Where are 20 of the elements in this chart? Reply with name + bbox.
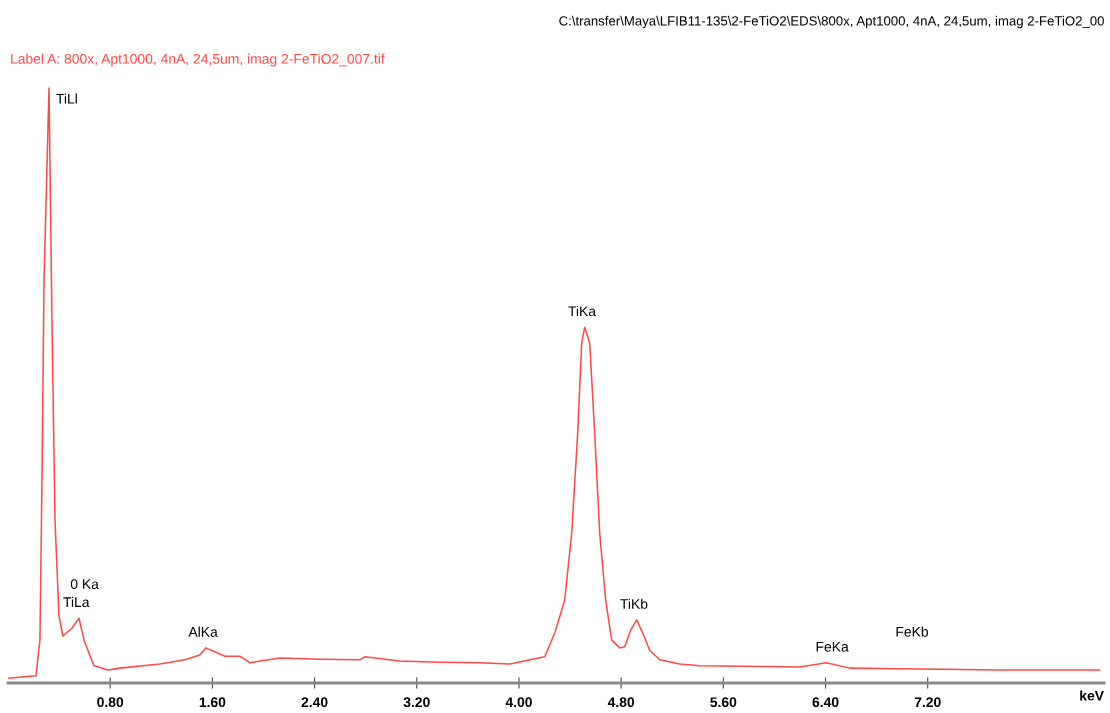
x-tick-label: 5.60	[710, 697, 737, 708]
annotation: 0 Ka	[70, 579, 99, 590]
x-tick-label: 3.20	[403, 697, 430, 708]
x-tick-label: 0.80	[97, 697, 124, 708]
x-tick-label: 1.60	[199, 697, 226, 708]
chart-title: C:\transfer\Maya\LFIB11-135\2-FeTiO2\EDS\800x, Apt1000, 4nA, 24,5um, imag 2-FeTiO2_00	[559, 15, 1104, 29]
text: Label A: 800x, Apt1000, 4nA, 24,5um, imag 2-FeTiO2_007.tif	[11, 53, 385, 67]
annotation: TiLl	[56, 93, 77, 104]
x-tick-label: 2.40	[301, 697, 328, 708]
x-axis-title: keV	[1080, 690, 1104, 701]
annotation: AlKa	[188, 626, 218, 637]
annotation: TiKa	[568, 305, 596, 317]
x-tick-label: 4.80	[607, 697, 635, 708]
annotation: TiKb	[620, 598, 648, 609]
x-tick-label: 7.20	[914, 697, 941, 708]
x-tick-label: 4.00	[505, 697, 532, 708]
x-tick-label: 6.40	[812, 697, 839, 708]
annotation: FeKa	[816, 642, 849, 652]
annotation: FeKb	[896, 626, 929, 637]
annotation: TiLa	[63, 596, 90, 608]
